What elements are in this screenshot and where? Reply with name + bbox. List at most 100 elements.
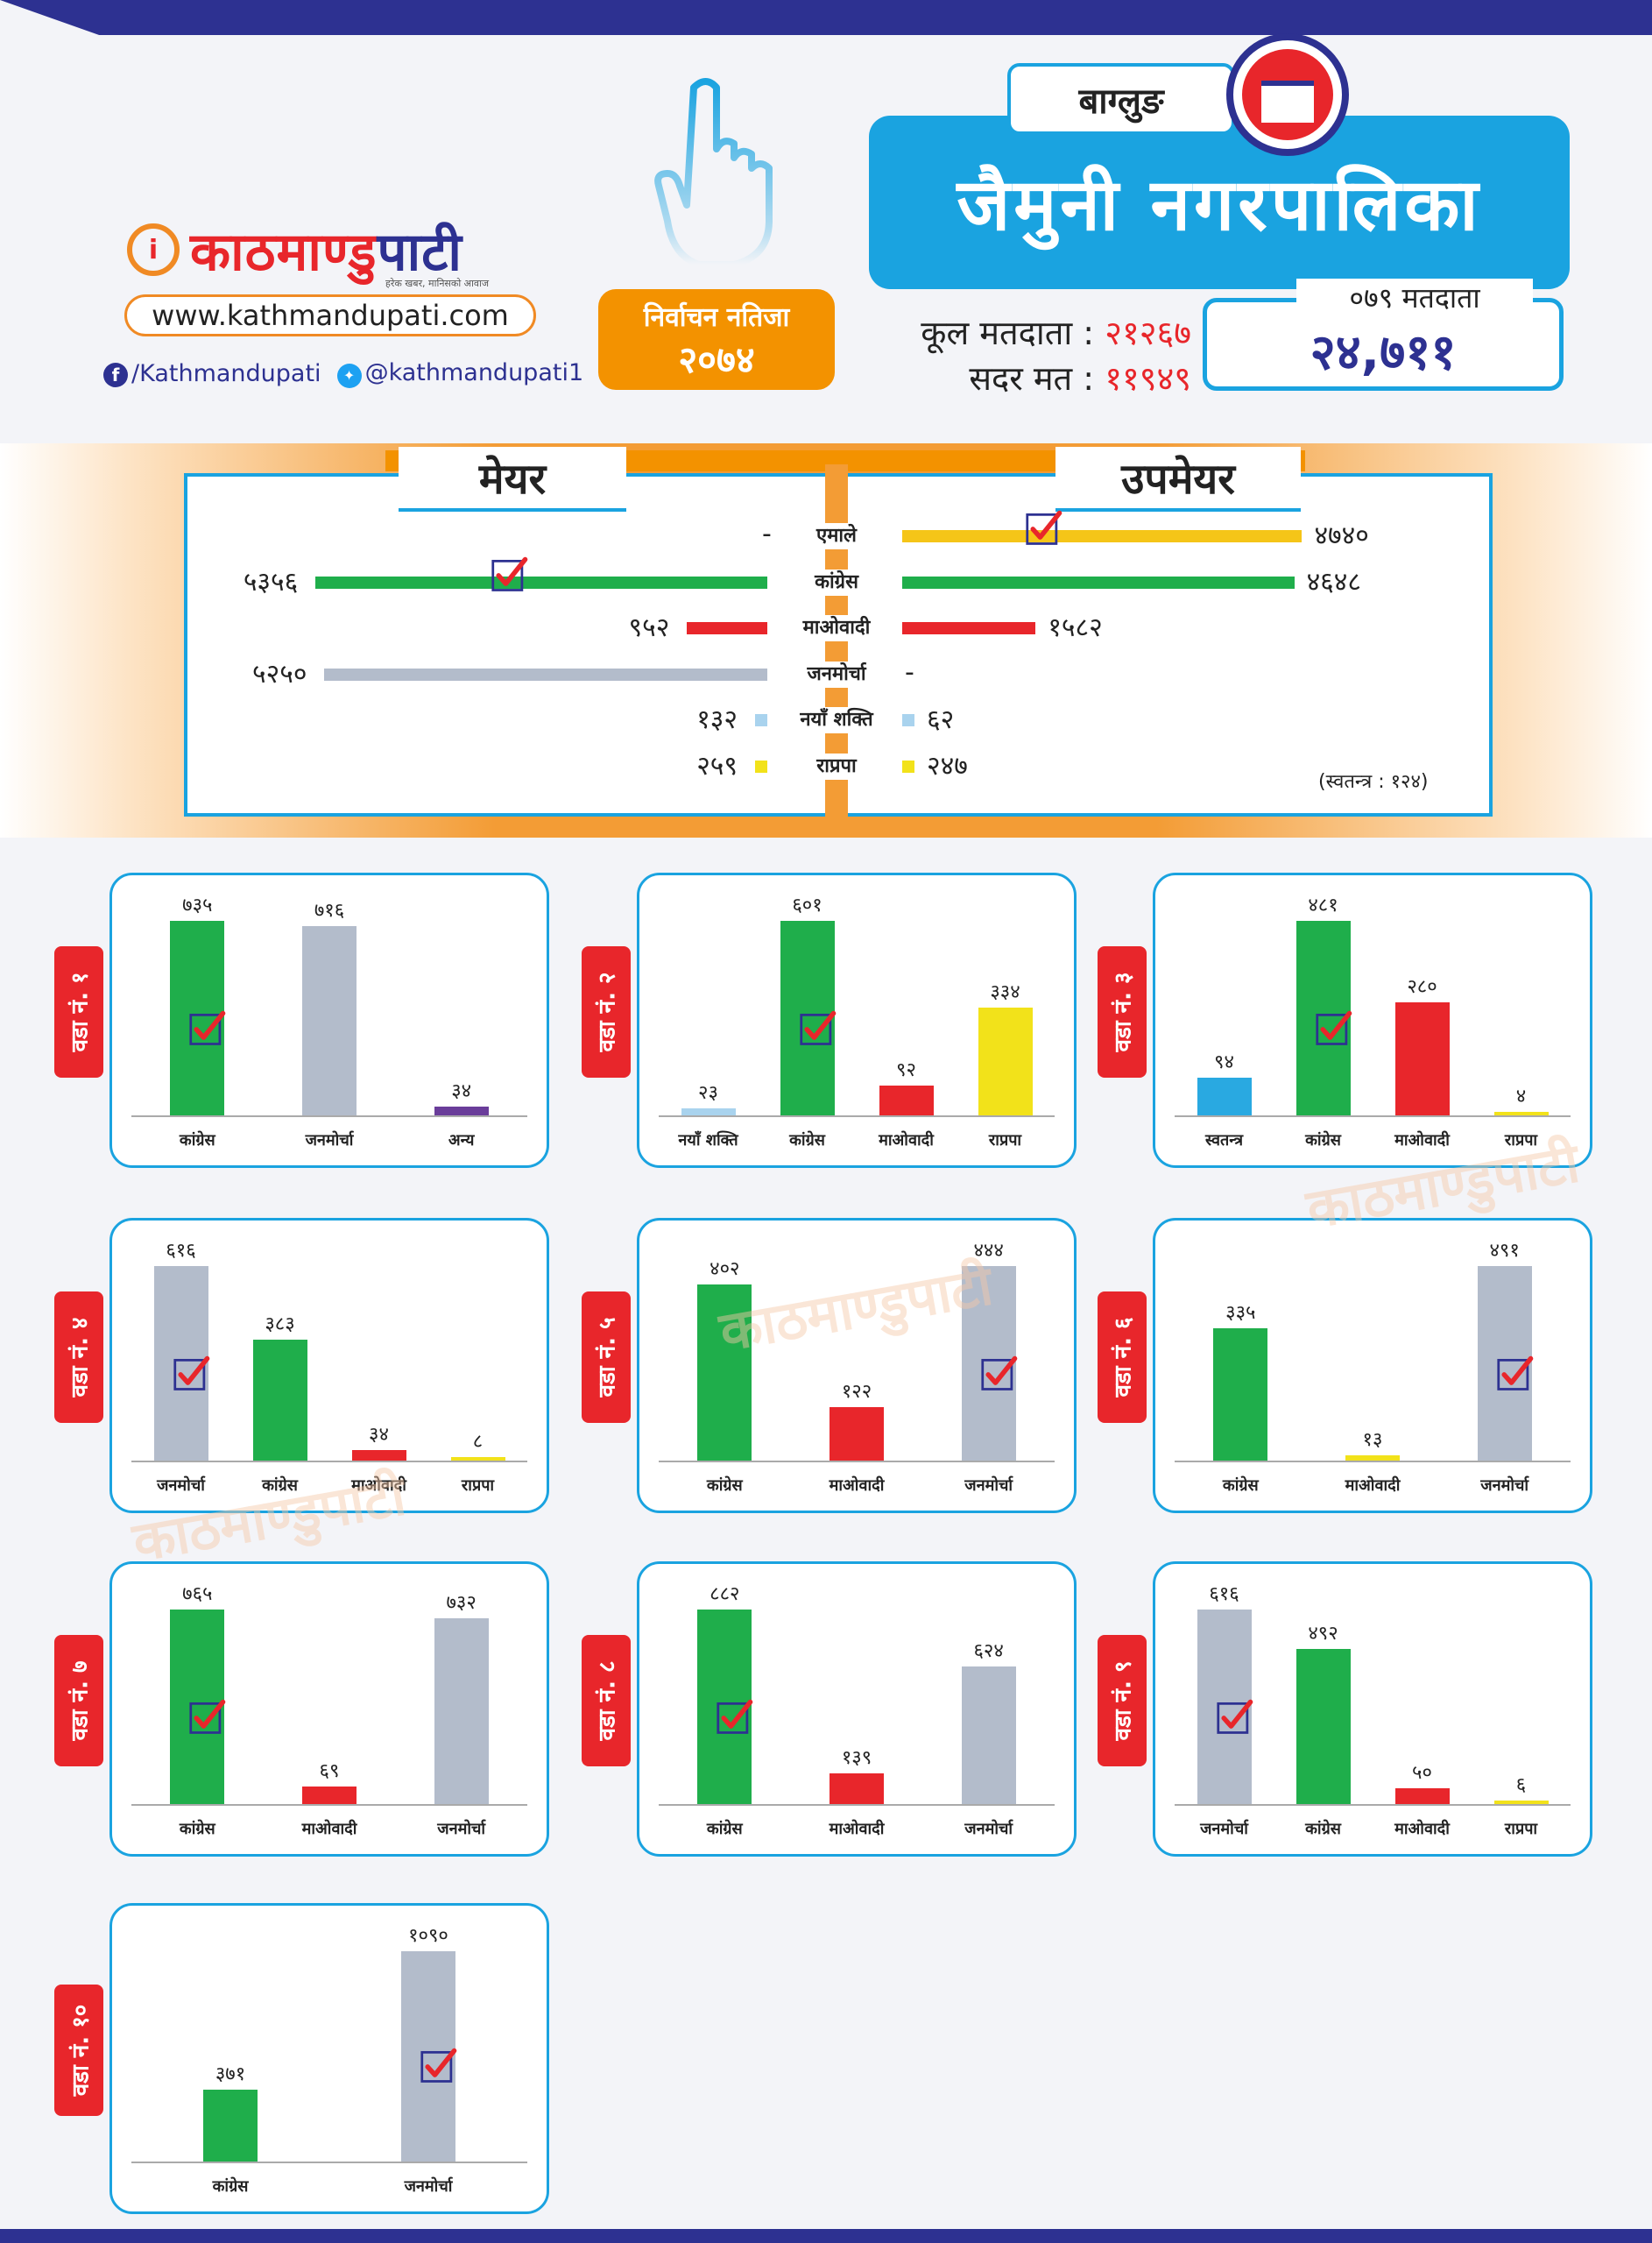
valid-votes-value: ११९४९ [1105,359,1191,398]
ward-bar-category: कांग्रेस [1305,1131,1341,1150]
twitter-icon: ✦ [336,363,362,388]
ward-bar-value: १२२ [841,1381,872,1403]
ward-bar-category: माओवादी [1394,1131,1450,1150]
ward-bar [697,1610,752,1804]
mayor-winner-check-icon [491,555,531,595]
ward-bar-category: कांग्रेस [1222,1476,1259,1495]
total-voters-label: कूल मतदाता : [921,314,1095,352]
ward-bar-value: ५० [1412,1761,1432,1784]
ward-title: वडा नं. ७ [67,1659,94,1741]
ward-bar-category: अन्य [448,1131,475,1150]
ward-bar-category: कांग्रेस [789,1131,825,1150]
mayor-no-candidate: - [762,519,772,549]
ward-winner-check-icon [1315,1008,1355,1049]
ward-title: वडा नं. ४ [67,1316,94,1397]
mayor-bar [755,714,767,726]
ward-bar-value: १३९ [841,1747,872,1769]
ward-bar-value: ७३५ [182,895,213,916]
ward-bar-category: माओवादी [879,1131,934,1150]
ward-card [109,1903,549,2214]
ward-bar [401,1951,455,2162]
mayor-vote-label: १३२ [696,704,738,735]
ward-bar [434,1617,489,1804]
bottom-banner-stripe [0,2229,1652,2243]
voter-stats: कूल मतदाता : २१२६७ सदर मत : ११९४९ [867,310,1191,401]
brand-name-1: काठमाण्डु [190,222,378,283]
deputy-bar [902,622,1036,634]
badge-title: निर्वाचन नतिजा [643,302,790,333]
ward-number-tag: वडा नं. ९ [1098,1634,1147,1766]
ward-winner-check-icon [1216,1697,1256,1737]
ward-axis [1175,1461,1571,1462]
ward-number-tag: वडा नं. ५ [582,1291,631,1423]
ward-bar-category: राप्रपा [1504,1131,1538,1150]
ward-bar [1477,1266,1532,1461]
ward-bar-category: राप्रपा [988,1131,1022,1150]
facebook-link[interactable]: f/Kathmandupati [103,360,321,387]
ward-bar-value: ८ [472,1431,484,1453]
ward-bar-value: ३७१ [215,2063,246,2086]
ward-winner-check-icon [420,2046,460,2086]
ward-title: वडा नं. ३ [1111,971,1137,1052]
ward-bar-category: कांग्रेस [179,1820,215,1838]
ward-bar-value: ४९२ [1308,1622,1338,1645]
deputy-no-candidate: - [905,656,914,688]
ward-bar [170,1610,225,1804]
ward-bar-category: जनमोर्चा [1480,1476,1529,1495]
ballot-box-icon [1226,33,1349,156]
mayor-vote-label: २५९ [696,750,738,782]
ward-bar-value: १३ [1362,1429,1383,1452]
ward-bar-value: ८८२ [710,1583,740,1605]
party-label: जनमोर्चा [788,661,885,688]
ward-bar-category: जनमोर्चा [157,1476,205,1495]
voting-finger-icon [654,78,773,289]
ward-bar-category: माओवादी [1394,1820,1450,1838]
ward-bar-value: ३३५ [1225,1301,1256,1324]
ward-bar-category: जनमोर्चा [305,1131,354,1150]
ward-bar-category: जनमोर्चा [964,1820,1013,1838]
ward-number-tag: वडा नं. ७ [54,1634,103,1766]
ward-bar-category: राप्रपा [1504,1820,1538,1838]
ward-title: वडा नं. ६ [1111,1316,1137,1397]
ward-winner-check-icon [188,1008,229,1049]
ward-bar-value: ९४ [1214,1051,1234,1073]
ward-bar [1295,921,1351,1115]
ward-bar [1394,1001,1450,1115]
ward-bar [203,2090,258,2162]
twitter-link[interactable]: ✦ @kathmandupati1 [336,359,583,388]
deputy-vote-label: १५८२ [1048,612,1103,643]
deputy-bar [902,714,914,726]
mayor-bar [687,622,767,634]
ward-bar-value: ४९१ [1489,1240,1520,1262]
mayor-vote-label: ५३५६ [243,566,299,598]
ward-bar-value: २३ [698,1081,718,1104]
voters-079-label: ०७९ मतदाता [1296,279,1533,317]
ward-bar-category: जनमोर्चा [1200,1820,1248,1838]
ward-title: वडा नं. ९ [1111,1659,1137,1741]
deputy-vote-label: २४७ [927,750,968,782]
ward-bar-value: ६ [1515,1774,1527,1796]
website-link[interactable]: www.kathmandupati.com [124,294,536,336]
ward-axis [131,2162,527,2163]
ward-bar-category: माओवादी [829,1820,885,1838]
ward-bar [302,925,357,1115]
ward-bar [978,1007,1033,1115]
ward-bar [1295,1648,1351,1804]
ward-bar-category: कांग्रेस [1305,1820,1341,1838]
ward-axis [131,1804,527,1806]
ward-bar [450,1457,505,1461]
mayor-bar [324,668,767,681]
ward-bar [1394,1787,1450,1804]
ward-number-tag: वडा नं. ८ [582,1634,631,1766]
mayor-bar [315,576,767,589]
ward-winner-check-icon [980,1354,1020,1394]
ward-bar-value: ७३२ [446,1591,477,1614]
mayor-vote-label: ९५२ [628,612,670,643]
ward-bar-value: ७१६ [314,899,345,922]
ward-bar-value: ६९ [319,1759,340,1782]
municipality-title: जैमुनी नगरपालिका [869,116,1570,289]
brand-tagline: हरेक खबर, मानिसको आवाज [385,278,490,289]
ward-bar-category: राप्रपा [461,1476,495,1495]
deputy-vote-label: ४७४० [1314,520,1369,551]
ward-bar-category: नयाँ शक्ति [678,1131,738,1150]
